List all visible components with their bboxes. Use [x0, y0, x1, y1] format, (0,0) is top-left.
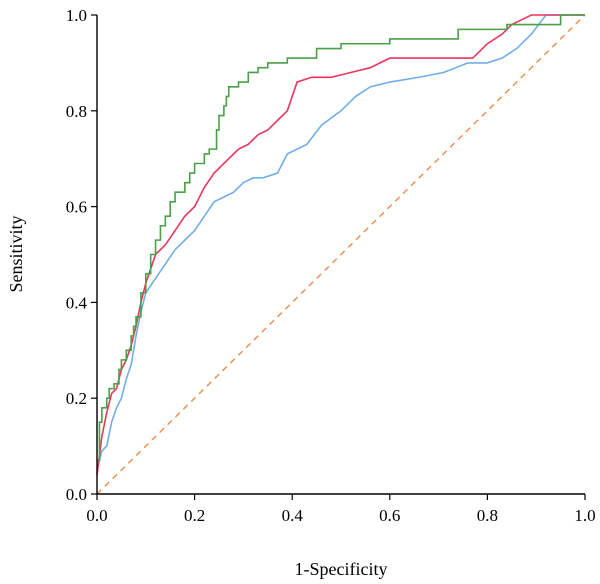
- ticks: 0.0 0.2 0.4 0.6 0.8 1.0 0.0 0.2 0.4 0.6 0.8 1.0: [66, 6, 596, 525]
- x-tick-label: 0.4: [282, 506, 304, 525]
- x-tick-label: 0.2: [184, 506, 205, 525]
- roc-curve-series-3: [96, 14, 585, 471]
- roc-curve-series-1: [97, 14, 585, 462]
- x-tick-label: 0.6: [379, 506, 400, 525]
- x-tick-label: 0.8: [477, 506, 498, 525]
- axes: [96, 15, 585, 495]
- y-tick-label: 0.8: [66, 102, 87, 121]
- y-tick-label: 1.0: [66, 6, 87, 25]
- y-tick-label: 0.6: [66, 198, 87, 217]
- x-tick-label: 0.0: [86, 506, 107, 525]
- x-tick-label: 1.0: [574, 506, 595, 525]
- y-tick-label: 0.2: [66, 389, 87, 408]
- y-tick-label: 0.0: [66, 485, 87, 504]
- plot-area: [96, 14, 586, 495]
- roc-curve-series-2: [96, 14, 585, 475]
- x-axis-title: 1-Specificity: [295, 559, 388, 579]
- y-tick-label: 0.4: [66, 293, 88, 312]
- reference-diagonal-line: [96, 14, 586, 495]
- y-axis-title: Sensitivity: [6, 215, 26, 292]
